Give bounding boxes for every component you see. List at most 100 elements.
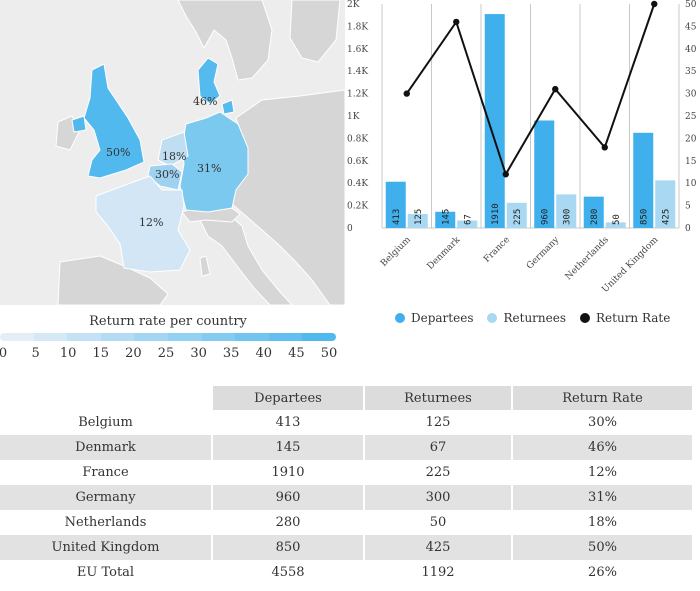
cell-return-rate: 12% — [511, 460, 692, 485]
table-row-total: EU Total 4558 1192 26% — [0, 560, 692, 585]
bar-label-returnees: 125 — [414, 209, 424, 225]
bar-label-returnees: 225 — [513, 209, 523, 225]
scale-segment — [302, 333, 336, 341]
label-united-kingdom: 50% — [106, 146, 130, 159]
return-rate-point — [651, 0, 658, 8]
departees-returnees-chart: 413 125 145 67 1910 225 960 300 280 50 850 425 00.2… — [347, 0, 697, 295]
cell-return-rate: 31% — [511, 485, 692, 510]
y-left-tick-label: 1.6K — [347, 45, 368, 55]
y-right-tick-label: 25 — [685, 112, 697, 122]
return-rate-point — [403, 90, 410, 97]
legend-tick: 35 — [222, 346, 240, 361]
returnees-swatch — [487, 313, 498, 323]
bar-returnees — [556, 194, 577, 228]
label-denmark: 46% — [193, 95, 217, 108]
cell-country: United Kingdom — [0, 535, 212, 560]
y-left-tick-label: 2K — [347, 0, 360, 10]
cell-country: Netherlands — [64, 515, 147, 530]
france-region — [95, 175, 191, 273]
bar-label-returnees: 50 — [612, 214, 622, 225]
germany-region — [179, 111, 249, 213]
label-germany: 31% — [197, 162, 221, 175]
y-right-tick-label: 50 — [685, 0, 697, 10]
scale-segment — [0, 333, 34, 341]
category-label: Denmark — [426, 235, 463, 272]
cell-returnees: 50 — [363, 510, 512, 535]
legend-tick: 40 — [255, 346, 273, 361]
return-rate-point — [601, 144, 608, 151]
united-kingdom-region — [83, 63, 145, 179]
cell-departees: 280 — [211, 510, 364, 535]
label-netherlands: 18% — [162, 150, 186, 163]
legend-item-departees[interactable]: Departees — [395, 311, 473, 325]
y-right-tick-label: 45 — [685, 22, 697, 32]
map-panel: 50% 46% 31% 18% 30% 12% Return rate per … — [0, 0, 345, 370]
y-right-tick-label: 10 — [685, 179, 697, 189]
y-right-tick-label: 0 — [685, 224, 691, 234]
category-label: Netherlands — [564, 235, 611, 282]
data-table: Departees Returnees Return Rate Belgium … — [0, 386, 692, 585]
netherlands-region — [157, 131, 189, 167]
category-label: France — [482, 235, 512, 265]
y-right-tick-label: 20 — [685, 134, 697, 144]
bar-label-returnees: 425 — [661, 209, 671, 225]
chart-bars: 413 125 145 67 1910 225 960 300 280 50 850 425 — [385, 14, 676, 228]
bar-departees — [583, 196, 604, 228]
y-right-tick-label: 30 — [685, 90, 697, 100]
table-row: France 1910 225 12% — [0, 460, 692, 485]
cell-return-rate: 50% — [511, 535, 692, 560]
scale-segment — [33, 333, 68, 341]
legend-label-returnees: Returnees — [503, 311, 566, 325]
bar-label-returnees: 67 — [463, 214, 473, 225]
category-label: Belgium — [379, 235, 413, 269]
y-left-tick-label: 0 — [347, 224, 353, 234]
scale-segment — [67, 333, 101, 341]
scale-segment — [235, 333, 269, 341]
y-right-tick-label: 15 — [685, 157, 697, 167]
scale-segment — [268, 333, 303, 341]
scale-segment — [201, 333, 236, 341]
bar-departees — [484, 14, 505, 228]
table-header-row: Departees Returnees Return Rate — [0, 386, 692, 410]
bar-departees — [435, 211, 456, 228]
cell-country: Germany — [0, 485, 212, 510]
legend-item-return-rate[interactable]: Return Rate — [580, 311, 670, 325]
cell-returnees: 425 — [363, 535, 512, 560]
cell-return-rate: 30% — [511, 410, 692, 435]
cell-departees: 413 — [211, 410, 364, 435]
cell-country: France — [82, 465, 129, 480]
cell-departees: 4558 — [211, 560, 364, 585]
y-left-tick-label: 0.2K — [347, 202, 368, 212]
legend-label-return-rate: Return Rate — [596, 311, 671, 325]
bar-departees — [633, 132, 654, 228]
return-rate-line — [403, 0, 658, 178]
bar-label-returnees: 300 — [562, 209, 572, 225]
map-legend-title: Return rate per country — [89, 314, 247, 329]
bar-returnees — [407, 214, 428, 228]
table-row: Denmark 145 67 46% — [0, 435, 692, 460]
header-departees: Departees — [211, 386, 364, 410]
legend-item-returnees[interactable]: Returnees — [487, 311, 566, 325]
cell-returnees: 1192 — [363, 560, 512, 585]
header-returnees: Returnees — [363, 386, 512, 410]
y-right-tick-label: 5 — [685, 202, 691, 212]
label-belgium: 30% — [155, 168, 179, 181]
cell-returnees: 225 — [363, 460, 512, 485]
table-row: Netherlands 280 50 18% — [0, 510, 692, 535]
cell-departees: 145 — [211, 435, 364, 460]
y-left-tick-label: 1.4K — [347, 67, 368, 77]
cell-return-rate: 26% — [511, 560, 692, 585]
cell-departees: 960 — [211, 485, 364, 510]
departees-swatch — [395, 313, 405, 323]
bar-departees — [534, 120, 555, 228]
return-rate-swatch — [580, 313, 590, 323]
finland-land — [289, 0, 341, 63]
return-rate-point — [552, 85, 559, 93]
y-left-tick-label: 0.4K — [347, 179, 368, 189]
label-france: 12% — [139, 216, 163, 229]
y-left-tick-label: 1K — [347, 112, 360, 122]
legend-label-departees: Departees — [411, 311, 474, 325]
legend-tick: 15 — [92, 346, 110, 361]
cell-country: EU Total — [76, 565, 135, 580]
bar-returnees — [655, 180, 676, 228]
